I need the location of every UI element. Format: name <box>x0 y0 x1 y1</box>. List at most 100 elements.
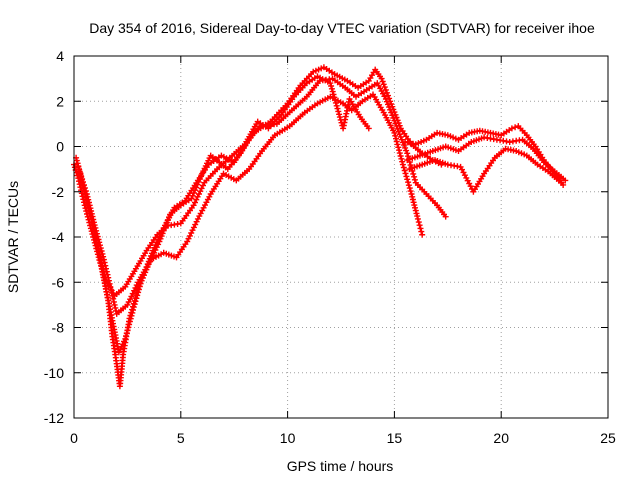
x-tick-label: 25 <box>600 430 616 446</box>
data-point-marker <box>417 225 424 232</box>
data-point-marker <box>128 312 135 319</box>
data-point-marker <box>95 245 102 252</box>
y-tick-label: 2 <box>56 93 64 109</box>
y-tick-label: -2 <box>52 184 65 200</box>
data-point-marker <box>400 164 407 171</box>
x-tick-labels: 0 5 10 15 20 25 <box>70 430 616 446</box>
series-track-6 <box>404 134 569 184</box>
data-point-marker <box>126 321 133 328</box>
data-point-marker <box>336 111 343 118</box>
data-point-marker <box>412 204 418 211</box>
data-point-marker <box>365 125 372 132</box>
data-point-marker <box>391 129 398 136</box>
data-point-marker <box>334 105 341 112</box>
data-point-marker <box>130 307 136 313</box>
data-point-marker <box>101 271 108 278</box>
y-tick-label: -10 <box>44 365 64 381</box>
data-point-marker <box>336 114 343 121</box>
y-tick-label: 0 <box>56 139 64 155</box>
data-point-marker <box>130 304 137 311</box>
data-point-marker <box>512 124 519 131</box>
data-point-marker <box>76 166 83 173</box>
data-series <box>71 64 569 390</box>
data-point-marker <box>88 215 95 222</box>
data-point-marker <box>74 160 81 167</box>
data-point-marker <box>133 295 140 302</box>
data-point-marker <box>562 177 569 184</box>
y-tick-label: -8 <box>52 320 65 336</box>
data-point-marker <box>405 179 412 186</box>
data-point-marker <box>96 251 103 258</box>
data-point-marker <box>81 188 88 195</box>
data-point-marker <box>97 254 104 261</box>
data-point-marker <box>329 88 336 95</box>
series-line <box>79 75 370 297</box>
data-point-marker <box>78 173 85 180</box>
data-point-marker <box>411 176 418 183</box>
data-point-marker <box>508 125 515 132</box>
data-point-marker <box>404 150 411 157</box>
data-point-marker <box>124 327 131 334</box>
data-point-marker <box>402 170 409 177</box>
data-point-marker <box>380 81 387 88</box>
data-point-marker <box>558 179 565 186</box>
data-point-marker <box>328 85 335 92</box>
data-point-marker <box>414 215 421 222</box>
x-tick-label: 20 <box>493 430 509 446</box>
data-point-marker <box>378 75 385 82</box>
data-point-marker <box>328 83 335 89</box>
data-point-marker <box>193 218 200 225</box>
series-track-2 <box>73 75 449 356</box>
data-point-marker <box>335 108 342 115</box>
data-point-marker <box>379 78 386 85</box>
y-tick-label: -6 <box>52 274 65 290</box>
data-point-marker <box>386 104 393 111</box>
data-point-marker <box>131 301 138 308</box>
data-point-marker <box>86 209 93 216</box>
grid-lines <box>74 56 608 418</box>
data-point-marker <box>85 203 92 210</box>
data-point-marker <box>330 91 337 98</box>
data-point-marker <box>90 225 97 231</box>
axis-ticks <box>73 55 609 419</box>
data-point-marker <box>392 132 399 139</box>
data-point-marker <box>383 89 390 96</box>
data-point-marker <box>111 301 118 308</box>
y-tick-label: -4 <box>52 229 65 245</box>
data-point-marker <box>135 289 142 296</box>
data-point-marker <box>403 173 410 180</box>
x-tick-label: 0 <box>70 430 78 446</box>
data-point-marker <box>100 265 107 272</box>
data-point-marker <box>396 150 403 157</box>
x-tick-label: 10 <box>280 430 296 446</box>
data-point-marker <box>394 141 401 148</box>
data-point-marker <box>98 257 105 264</box>
series-track-7 <box>406 145 565 195</box>
chart-title: Day 354 of 2016, Sidereal Day-to-day VTE… <box>89 20 595 36</box>
data-point-marker <box>407 162 414 169</box>
data-point-marker <box>331 94 338 101</box>
data-point-marker <box>401 142 407 149</box>
data-point-marker <box>75 163 82 170</box>
data-point-marker <box>418 228 425 235</box>
data-point-marker <box>442 213 449 220</box>
data-point-marker <box>415 219 422 226</box>
data-point-marker <box>91 231 98 237</box>
series-track-4 <box>77 73 372 299</box>
data-point-marker <box>402 144 409 151</box>
data-point-marker <box>83 194 90 201</box>
data-point-marker <box>332 99 339 106</box>
data-point-marker <box>411 173 418 180</box>
data-point-marker <box>416 222 423 229</box>
data-point-marker <box>381 84 388 91</box>
x-tick-label: 5 <box>177 430 185 446</box>
data-point-marker <box>118 344 125 350</box>
data-point-marker <box>407 188 414 195</box>
data-point-marker <box>132 298 139 305</box>
data-point-marker <box>395 144 402 151</box>
data-point-marker <box>123 330 130 337</box>
data-point-marker <box>131 287 138 294</box>
data-point-marker <box>127 296 134 303</box>
data-point-marker <box>405 182 412 189</box>
data-point-marker <box>394 125 401 132</box>
